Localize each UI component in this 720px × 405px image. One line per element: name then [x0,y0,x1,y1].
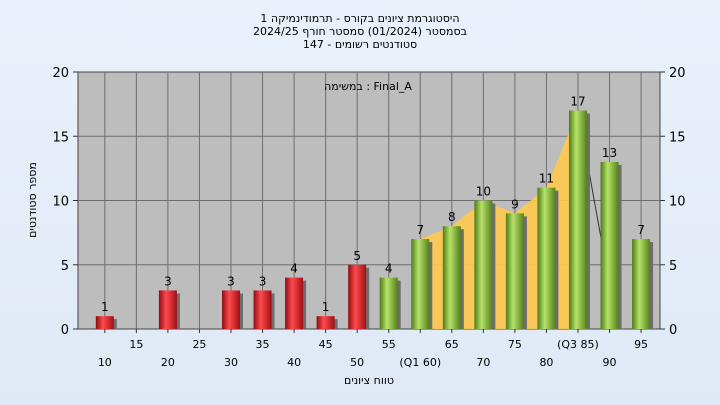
x-tick-label-45: 45 [319,338,333,351]
y-axis-left-ticks: 0 5 10 15 20 [52,66,78,338]
x-axis-label: טווח ציונים [344,374,394,387]
bar-30 [221,290,240,329]
bar-20 [158,290,177,329]
bar-label-10: 1 [101,300,109,314]
bar-label-40: 4 [290,262,298,276]
x-tick-label-10: 10 [98,356,112,369]
chart-title-line-3: סטודנטים רשומים - 147 [303,38,417,51]
x-tick-label-80: 80 [539,356,553,369]
bar-75 [505,213,524,329]
y-axis-right-ticks: 0 5 10 15 20 [660,66,686,338]
bars [95,110,654,329]
bar-label-95: 7 [637,223,645,237]
bar-35 [253,290,272,329]
x-axis-ticks: 10 15 20 25 30 35 40 45 50 55(Q1 60) 65 70 75 80 (Q3 8… [98,329,648,369]
bar-label-85: 17 [570,95,585,109]
bar-85 [568,110,587,329]
x-tick-label-90: 90 [603,356,617,369]
bar-40 [285,277,304,329]
bar-label-50: 5 [353,249,361,263]
bar-60 [411,239,430,329]
x-tick-label-85: (Q3 85) [557,338,599,351]
x-tick-label-25: 25 [192,338,206,351]
bar-55 [379,277,398,329]
x-tick-label-70: 70 [476,356,490,369]
y-tick-label-right: 5 [669,259,677,274]
bar-95 [632,239,651,329]
x-tick-label-15: 15 [129,338,143,351]
bar-label-20: 3 [164,274,172,288]
bar-80 [537,187,556,329]
bar-label-35: 3 [259,274,267,288]
chart-title-line-2: בסמסטר (01/2024) סמסטר חורף 2024/25 [253,25,467,38]
chart-title-line-1: היסטוגרמת ציונים בקורס - תרמודינמיקה 1 [260,12,459,25]
x-tick-label-50: 50 [350,356,364,369]
y-tick-label-right: 20 [669,66,686,81]
x-tick-label-95: 95 [634,338,648,351]
bar-10 [95,316,114,329]
y-tick-label-left: 0 [61,323,69,338]
y-tick-label-left: 10 [52,195,69,210]
y-tick-label-right: 0 [669,323,677,338]
y-tick-label-left: 15 [52,130,69,145]
y-tick-label-left: 20 [52,66,69,81]
x-tick-label-60: (Q1 60) [399,356,441,369]
bar-label-45: 1 [322,300,330,314]
bar-70 [474,200,493,329]
task-annotation: במשימה : Final_A [324,80,412,93]
bar-65 [442,226,461,329]
x-tick-label-35: 35 [256,338,270,351]
bar-label-75: 9 [511,197,519,211]
x-tick-label-65: 65 [445,338,459,351]
x-tick-label-55: 55 [382,338,396,351]
bar-label-30: 3 [227,274,235,288]
x-tick-label-20: 20 [161,356,175,369]
bar-label-80: 11 [539,172,554,186]
bar-label-90: 13 [602,146,617,160]
bar-label-60: 7 [416,223,424,237]
y-tick-label-left: 5 [61,259,69,274]
x-tick-label-40: 40 [287,356,301,369]
bar-90 [600,161,619,329]
y-tick-label-right: 10 [669,195,686,210]
y-axis-label: מספר סטודנטים [26,162,39,238]
x-tick-label-75: 75 [508,338,522,351]
bar-50 [348,264,367,329]
y-tick-label-right: 15 [669,130,686,145]
bar-label-55: 4 [385,262,393,276]
bar-45 [316,316,335,329]
bar-label-70: 10 [476,185,491,199]
bar-label-65: 8 [448,210,456,224]
x-tick-label-30: 30 [224,356,238,369]
chart-title: היסטוגרמת ציונים בקורס - תרמודינמיקה 1 ב… [253,12,467,51]
